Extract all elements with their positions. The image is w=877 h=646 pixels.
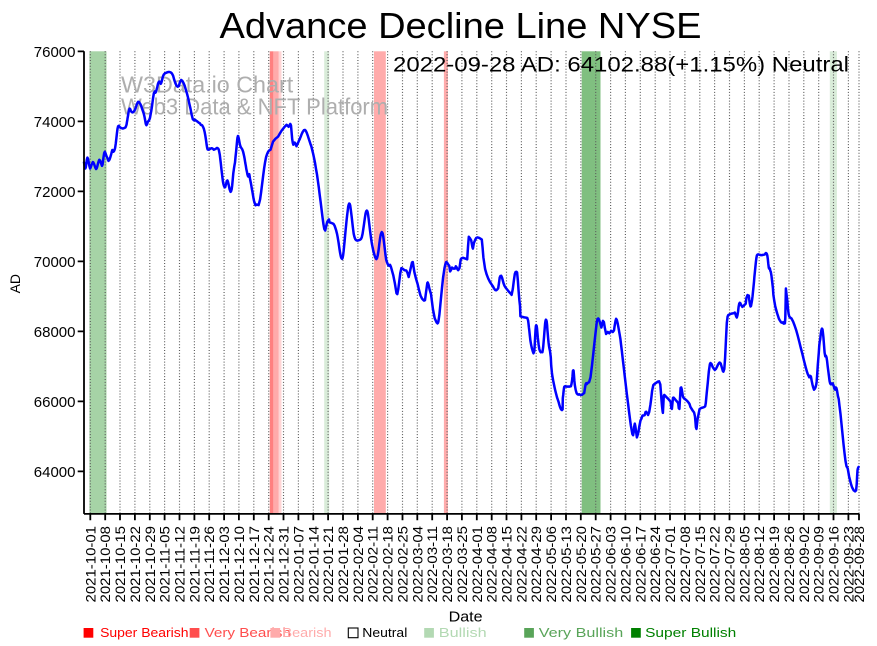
svg-text:2021-12-17: 2021-12-17 <box>247 526 262 603</box>
svg-text:2022-04-22: 2022-04-22 <box>514 526 529 603</box>
svg-text:2022-04-15: 2022-04-15 <box>500 526 515 603</box>
svg-text:2022-05-13: 2022-05-13 <box>559 526 574 603</box>
svg-text:2021-12-10: 2021-12-10 <box>232 526 247 603</box>
svg-text:2022-07-29: 2022-07-29 <box>723 526 738 603</box>
svg-text:2022-05-27: 2022-05-27 <box>589 526 604 603</box>
svg-text:2021-11-05: 2021-11-05 <box>158 526 173 603</box>
svg-text:2022-06-03: 2022-06-03 <box>604 526 619 603</box>
svg-text:2022-07-01: 2022-07-01 <box>663 526 678 603</box>
svg-text:2022-07-22: 2022-07-22 <box>708 526 723 603</box>
svg-text:2022-03-11: 2022-03-11 <box>425 526 440 603</box>
svg-text:2022-01-21: 2022-01-21 <box>321 526 336 603</box>
svg-text:2022-09-28: 2022-09-28 <box>852 526 867 603</box>
svg-text:64000: 64000 <box>34 464 76 481</box>
svg-text:2021-10-29: 2021-10-29 <box>143 526 158 603</box>
svg-text:2022-03-04: 2022-03-04 <box>410 525 425 602</box>
svg-text:2022-01-14: 2022-01-14 <box>306 525 321 602</box>
svg-text:2022-02-04: 2022-02-04 <box>351 525 366 602</box>
svg-text:Advance Decline Line NYSE: Advance Decline Line NYSE <box>220 5 702 46</box>
svg-text:2022-02-25: 2022-02-25 <box>396 526 411 603</box>
svg-text:2022-06-17: 2022-06-17 <box>633 526 648 603</box>
svg-text:2021-10-22: 2021-10-22 <box>128 526 143 603</box>
svg-text:Very Bullish: Very Bullish <box>539 626 623 640</box>
svg-text:2021-10-15: 2021-10-15 <box>113 526 128 603</box>
svg-text:72000: 72000 <box>34 184 76 201</box>
svg-text:2021-11-26: 2021-11-26 <box>202 526 217 603</box>
svg-text:2021-11-19: 2021-11-19 <box>187 526 202 603</box>
svg-text:2022-01-07: 2022-01-07 <box>291 526 306 603</box>
svg-text:2022-09-02: 2022-09-02 <box>797 526 812 603</box>
svg-text:2021-10-08: 2021-10-08 <box>98 526 113 603</box>
svg-text:2022-06-10: 2022-06-10 <box>618 526 633 603</box>
svg-text:Super Bearish: Super Bearish <box>100 626 188 640</box>
svg-text:2022-08-19: 2022-08-19 <box>767 526 782 603</box>
svg-text:2022-08-12: 2022-08-12 <box>752 526 767 603</box>
svg-text:Web3 Data & NFT Platform: Web3 Data & NFT Platform <box>121 93 388 119</box>
svg-text:2022-05-06: 2022-05-06 <box>544 526 559 603</box>
svg-text:2022-02-18: 2022-02-18 <box>381 526 396 603</box>
svg-text:76000: 76000 <box>34 44 76 61</box>
svg-text:2022-04-29: 2022-04-29 <box>529 526 544 603</box>
svg-text:2022-04-08: 2022-04-08 <box>485 526 500 603</box>
svg-text:2022-09-16: 2022-09-16 <box>827 526 842 603</box>
svg-text:2021-12-24: 2021-12-24 <box>262 525 277 602</box>
svg-text:2021-10-01: 2021-10-01 <box>83 526 98 603</box>
svg-text:2022-07-15: 2022-07-15 <box>693 526 708 603</box>
svg-text:2022-07-08: 2022-07-08 <box>678 526 693 603</box>
svg-text:2022-09-23: 2022-09-23 <box>841 526 856 603</box>
svg-text:2021-11-12: 2021-11-12 <box>173 526 188 603</box>
svg-text:2021-12-03: 2021-12-03 <box>217 526 232 603</box>
svg-text:2022-04-01: 2022-04-01 <box>470 526 485 603</box>
svg-text:2021-12-31: 2021-12-31 <box>277 526 292 603</box>
svg-text:68000: 68000 <box>34 324 76 341</box>
svg-text:66000: 66000 <box>34 394 76 411</box>
svg-text:2022-08-26: 2022-08-26 <box>782 526 797 603</box>
svg-text:2022-06-24: 2022-06-24 <box>648 525 663 602</box>
svg-text:Bullish: Bullish <box>439 626 487 640</box>
svg-text:2022-03-18: 2022-03-18 <box>440 526 455 603</box>
svg-text:2022-05-20: 2022-05-20 <box>574 526 589 603</box>
svg-text:Date: Date <box>449 610 483 626</box>
svg-text:W3Data.io Chart: W3Data.io Chart <box>121 71 294 97</box>
svg-text:2022-09-09: 2022-09-09 <box>812 526 827 603</box>
svg-text:2022-01-28: 2022-01-28 <box>336 526 351 603</box>
svg-text:2022-03-25: 2022-03-25 <box>455 526 470 603</box>
svg-text:Super Bullish: Super Bullish <box>645 626 736 640</box>
svg-text:AD: AD <box>7 274 23 293</box>
svg-text:Bearish: Bearish <box>283 626 332 640</box>
svg-text:Neutral: Neutral <box>362 626 407 640</box>
svg-text:2022-02-11: 2022-02-11 <box>366 526 381 603</box>
svg-text:2022-09-28 AD: 64102.88(+1.15%: 2022-09-28 AD: 64102.88(+1.15%) Neutral <box>393 53 849 76</box>
svg-text:Very Bearish: Very Bearish <box>205 626 291 640</box>
svg-text:2022-08-05: 2022-08-05 <box>737 526 752 603</box>
svg-text:70000: 70000 <box>34 254 76 271</box>
svg-text:74000: 74000 <box>34 114 76 131</box>
